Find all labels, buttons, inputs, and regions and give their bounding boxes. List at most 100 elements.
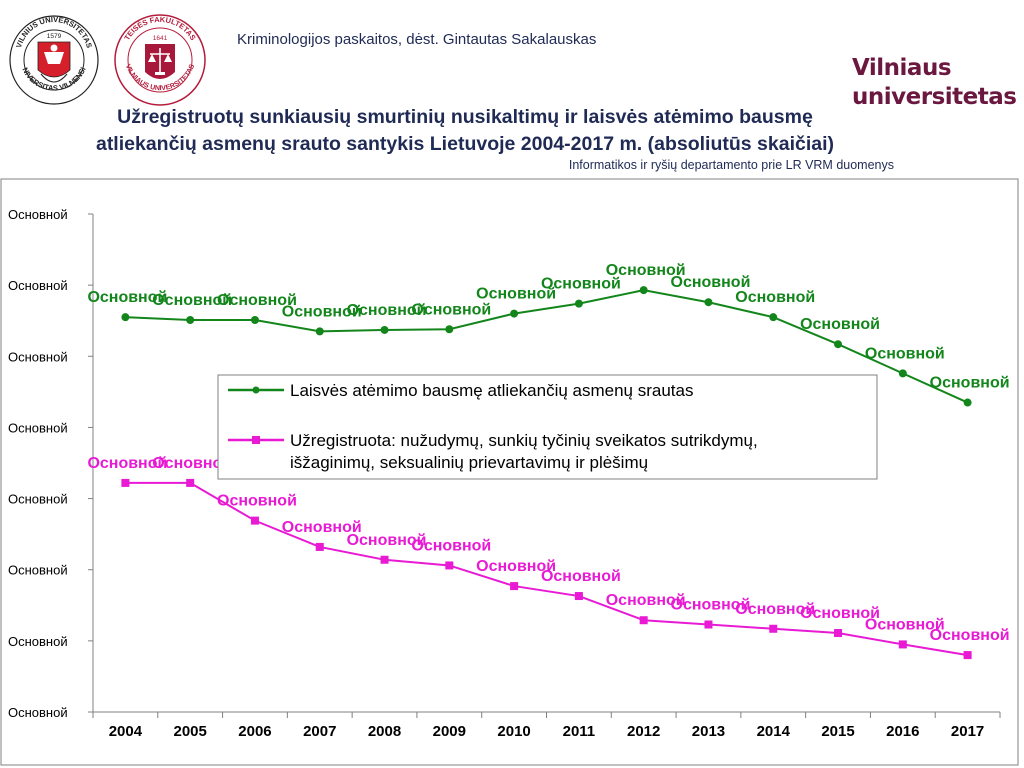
x-tick-label: 2017 [951,723,984,740]
series-1-data-label: Основной [347,302,427,319]
series-2-data-label: Основной [606,592,686,609]
series-1-data-label: Основной [541,276,621,293]
series-1-point [315,327,324,336]
series-2-data-label: Основной [865,616,945,633]
series-1-point [510,309,519,318]
series-1-point [186,316,195,325]
series-1-point [380,325,389,334]
vilnius-university-seal-logo: VILNIUS UNIVERSITETAS UNIVERSITAS VILNEN… [8,8,99,105]
series-2-data-label: Основной [411,537,491,554]
series-1-point [898,369,907,378]
series-1-point [445,325,454,334]
series-1-data-label: Основной [606,262,686,279]
university-wordmark: Vilniaus universitetas [852,54,1017,112]
x-tick-label: 2007 [303,723,336,740]
series-1-data-label: Основной [735,289,815,306]
x-tick-label: 2013 [692,723,725,740]
series-1-data-label: Основной [671,274,751,291]
legend-marker-1 [252,386,260,394]
series-line-2 [125,481,968,657]
x-tick-label: 2012 [627,723,660,740]
chart-title: Užregistruotų sunkiausių smurtinių nusik… [0,104,930,158]
y-tick-label: Основной [8,278,68,293]
series-1-data-label: Основной [476,286,556,303]
x-tick-label: 2009 [433,723,466,740]
line-chart: ОсновнойОсновнойОсновнойОсновнойОсновной… [0,178,1019,766]
series-1-point [704,298,713,307]
x-tick-label: 2010 [497,723,530,740]
series-2-data-label: Основной [735,601,815,618]
y-tick-label: Основной [8,634,68,649]
series-1-point [834,340,843,349]
series-2-point [639,616,648,625]
series-2-point [121,478,130,487]
series-2-point [769,624,778,633]
x-tick-label: 2011 [563,723,596,740]
legend-box [217,374,878,480]
series-2-point [898,640,907,649]
series-2-point [963,651,972,660]
y-tick-label: Основной [8,705,68,720]
y-tick-label: Основной [8,420,68,435]
series-2-point [445,561,454,570]
series-2-point [186,478,195,487]
series-1-data-label: Основной [865,345,945,362]
legend-label-1: Laisvės atėmimo bausmę atliekančių asmen… [290,381,693,400]
svg-text:1641: 1641 [153,35,168,42]
x-tick-label: 2016 [886,723,919,740]
legend-label-2-line2: išžaginimų, seksualinių prievartavimų ir… [290,453,648,472]
series-2-point [510,582,519,591]
x-tick-label: 2004 [109,723,143,740]
series-2-point [315,542,324,551]
series-1-point [121,313,130,322]
series-line-1 [125,289,969,404]
series-2-data-label: Основной [87,455,167,472]
y-tick-label: Основной [8,492,68,507]
legend-label-2-line1: Užregistruota: nužudymų, sunkių tyčinių … [290,431,758,450]
chart-subtitle: Informatikos ir ryšių departamento prie … [568,158,894,172]
series-2-point [574,592,583,601]
svg-text:1579: 1579 [47,33,62,40]
series-1-data-label: Основной [282,303,362,320]
series-2-data-label: Основной [217,493,297,510]
series-2-point [704,620,713,629]
y-tick-label: Основной [8,563,68,578]
x-tick-label: 2008 [368,723,401,740]
chart-frame [0,178,1019,766]
series-1-point [963,398,972,407]
series-1-data-label: Основной [87,289,167,306]
legend: Laisvės atėmimo bausmę atliekančių asmen… [217,374,878,480]
university-wordmark-line2: universitetas [852,84,1017,110]
series-1-point [250,316,259,325]
chart-title-line1: Užregistruotų sunkiausių smurtinių nusik… [117,106,813,128]
series-2-point [834,629,843,638]
series-2-data-label: Основной [671,596,751,613]
series-2-point [380,555,389,564]
series-1-point [574,299,583,308]
course-caption: Kriminologijos paskaitos, dėst. Gintauta… [237,31,597,48]
legend-marker-2 [252,436,260,444]
series-1-point [769,313,778,322]
series-2-data-label: Основной [476,558,556,575]
series-1-data-label: Основной [930,375,1010,392]
series-1-data-label: Основной [217,292,297,309]
y-tick-label: Основной [8,349,68,364]
series-1-point [639,286,648,295]
series-1-data-label: Основной [800,316,880,333]
y-tick-label: Основной [8,207,68,222]
x-tick-label: 2014 [757,723,791,740]
series-2-data-label: Основной [152,455,232,472]
series-1-data-label: Основной [411,301,491,318]
law-faculty-seal-logo: TEISĖS FAKULTETAS VILNIAUS UNIVERSITETAS… [114,14,206,106]
x-tick-label: 2006 [238,723,271,740]
series-2-data-label: Основной [282,519,362,536]
series-2-point [250,516,259,525]
series-1-data-label: Основной [152,292,232,309]
series-2-data-label: Основной [800,605,880,622]
x-tick-label: 2005 [173,723,206,740]
x-tick-label: 2015 [821,723,854,740]
university-wordmark-line1: Vilniaus [852,55,952,81]
series-2-data-label: Основной [347,532,427,549]
series-2-data-label: Основной [930,627,1010,644]
series-2-data-label: Основной [541,568,621,585]
